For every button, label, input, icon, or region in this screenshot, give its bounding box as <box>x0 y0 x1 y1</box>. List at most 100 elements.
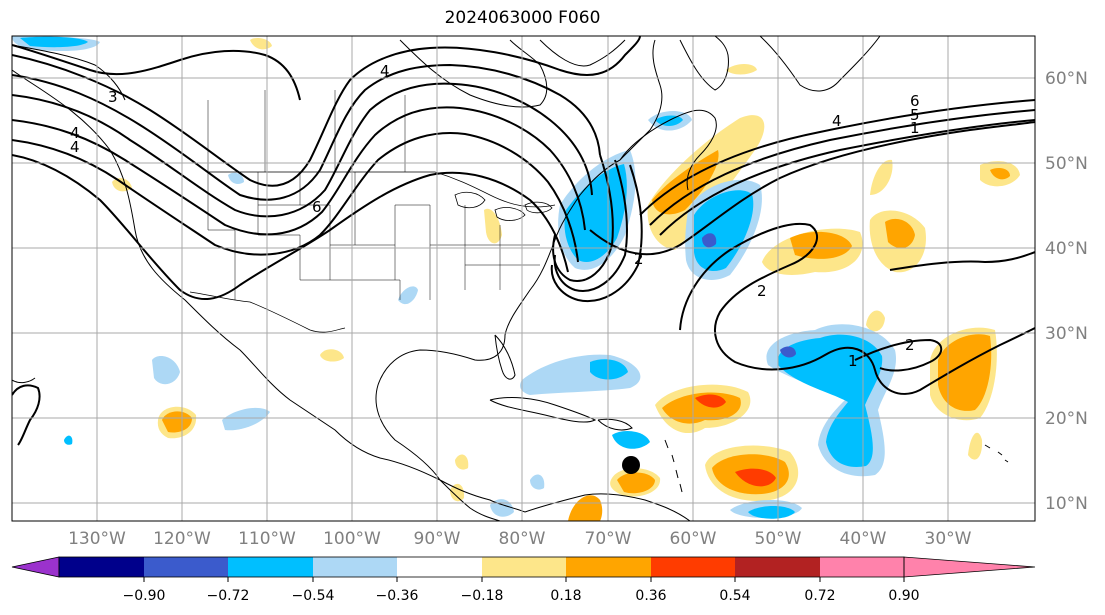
contour-line <box>639 99 1035 216</box>
contour-line <box>589 121 1035 256</box>
anomaly-fill-positive <box>866 310 885 332</box>
colorbar-segment <box>651 557 735 577</box>
coastline-canada-north <box>539 36 729 91</box>
anomaly-fill-positive <box>568 495 603 521</box>
anomaly-fill-positive <box>735 468 776 487</box>
anomaly-fill-negative <box>222 407 270 431</box>
contour-label: 4 <box>70 124 80 142</box>
lat-label-20n: 20°N <box>1045 409 1088 429</box>
coastline-hudson-bay <box>399 39 548 108</box>
lon-label-90w: 90°W <box>414 529 461 549</box>
colorbar-segment <box>144 557 228 577</box>
lon-label-70w: 70°W <box>585 529 632 549</box>
anomaly-fill-positive <box>990 168 1010 180</box>
lon-label-60w: 60°W <box>670 529 717 549</box>
anomaly-fill-negative <box>398 286 418 305</box>
contour-layer <box>12 36 1035 446</box>
anomaly-fill-positive <box>484 208 502 244</box>
colorbar-tick-label: 0.72 <box>804 588 835 604</box>
anomaly-fill-negative <box>564 164 627 262</box>
lon-label-120w: 120°W <box>153 529 211 549</box>
contour-line <box>12 63 601 201</box>
anomaly-fill-negative <box>64 435 73 445</box>
contour-label: 6 <box>910 92 920 110</box>
coastline-antilles <box>664 439 1009 493</box>
anomaly-fill-negative <box>612 430 650 449</box>
anomaly-fill-positive <box>617 472 655 494</box>
colorbar-tick-label: 0.36 <box>635 588 666 604</box>
contour-labels: 6 5 4 1 2 2 1 2 4 3 4 6 4 <box>70 62 920 370</box>
contour-label: 4 <box>832 112 842 130</box>
contour-line <box>12 44 301 101</box>
contour-line <box>553 159 628 292</box>
border-us-canada <box>208 171 556 208</box>
colorbar-segment <box>482 557 566 577</box>
contour-line <box>550 164 643 303</box>
anomaly-fill-positive <box>652 150 719 215</box>
anomaly-fill-negative <box>20 36 88 48</box>
colorbar-tick-label: 0.18 <box>550 588 581 604</box>
lon-label-40w: 40°W <box>840 529 887 549</box>
colorbar-tick-label: −0.54 <box>292 588 335 604</box>
coastline-central-america <box>439 479 501 521</box>
contour-label: 2 <box>757 282 767 300</box>
contour-label: 1 <box>848 352 858 370</box>
anomaly-fill-positive <box>885 218 915 249</box>
colorbar-tick-label: 0.90 <box>888 588 919 604</box>
anomaly-fill-positive <box>695 394 726 408</box>
anomaly-fill-negative <box>530 474 545 490</box>
anomaly-fill-negative <box>228 172 244 184</box>
contour-line <box>12 384 41 446</box>
anomaly-fill-positive <box>320 349 344 362</box>
lon-label-50w: 50°W <box>755 529 802 549</box>
contour-line <box>12 132 579 263</box>
contour-line <box>12 36 641 187</box>
anomaly-fill-negative <box>702 233 717 248</box>
coastline-greenland <box>759 36 881 92</box>
contour-line <box>552 154 614 282</box>
lon-label-130w: 130°W <box>68 529 126 549</box>
lat-label-10n: 10°N <box>1045 494 1088 514</box>
colorbar-segment <box>566 557 651 577</box>
contour-line <box>659 119 1035 236</box>
map-title: 2024063000 F060 <box>444 8 601 28</box>
lon-label-30w: 30°W <box>925 529 972 549</box>
colorbar-tick-label: −0.18 <box>461 588 504 604</box>
contour-line <box>889 251 1035 271</box>
coastline-layer <box>12 36 1009 521</box>
contour-label: 4 <box>380 62 390 80</box>
colorbar-extend-min <box>11 556 60 578</box>
colorbar-tick-labels: −0.90 −0.72 −0.54 −0.36 −0.18 0.18 0.36 … <box>123 588 920 604</box>
lon-label-100w: 100°W <box>323 529 381 549</box>
colorbar-segment <box>59 557 144 577</box>
contour-line <box>12 154 569 301</box>
anomaly-fill-positive <box>790 231 852 259</box>
lat-label-40n: 40°N <box>1045 239 1088 259</box>
anomaly-fill-negative <box>590 359 628 380</box>
anomaly-fill-negative <box>777 334 883 467</box>
shading-layer <box>12 36 1020 521</box>
contour-line <box>12 82 593 218</box>
anomaly-fill-positive <box>968 432 983 460</box>
anomaly-fill-positive <box>938 334 992 411</box>
colorbar-tick-label: −0.36 <box>376 588 419 604</box>
contour-label: 5 <box>910 106 920 124</box>
anomaly-fill-positive <box>455 454 469 470</box>
colorbar-ticks <box>143 577 905 582</box>
storm-position-marker <box>622 456 640 474</box>
longitude-labels: 130°W 120°W 110°W 100°W 90°W 80°W 70°W 6… <box>68 529 972 549</box>
great-lakes <box>454 191 553 221</box>
lon-label-110w: 110°W <box>238 529 296 549</box>
colorbar-segment <box>313 557 397 577</box>
anomaly-fill-positive <box>726 64 757 75</box>
border-us-mexico <box>189 291 346 333</box>
lat-label-50n: 50°N <box>1045 154 1088 174</box>
anomaly-fill-negative <box>780 346 796 358</box>
anomaly-fill-positive <box>162 411 192 433</box>
anomaly-fill-positive <box>870 159 893 195</box>
anomaly-fill-negative <box>748 506 795 519</box>
anomaly-fill-negative <box>490 499 514 517</box>
contour-label: 6 <box>312 198 322 216</box>
colorbar-segment <box>228 557 313 577</box>
anomaly-fill-positive <box>450 483 465 502</box>
